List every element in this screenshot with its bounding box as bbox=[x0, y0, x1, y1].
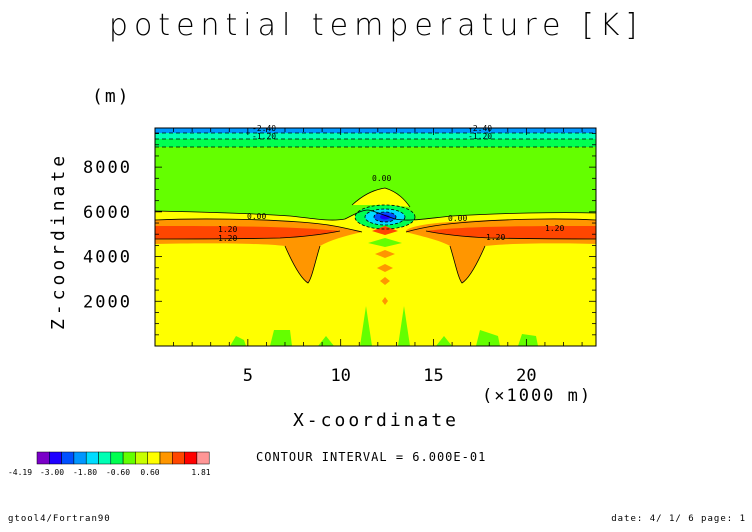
field-top-cyan bbox=[155, 128, 596, 133]
x-tick-label: 10 bbox=[330, 366, 350, 386]
contour-label-top-left-2: -1.20 bbox=[252, 132, 276, 141]
contour-line-right-trough bbox=[449, 245, 486, 284]
contour-fields bbox=[155, 128, 596, 346]
colorbar-swatch bbox=[122, 451, 136, 465]
colorbar-swatch bbox=[172, 451, 185, 465]
contour-label-zero-center: 0.00 bbox=[372, 174, 391, 183]
contour-line-center-cold-2 bbox=[364, 208, 406, 226]
colorbar-swatch bbox=[110, 451, 124, 465]
colorbar-swatch bbox=[36, 451, 50, 465]
colorbar-swatch bbox=[61, 451, 75, 465]
colorbar-swatch bbox=[159, 451, 173, 465]
field-bottom-spike-4 bbox=[360, 306, 372, 346]
x-tick-label: 15 bbox=[423, 366, 443, 386]
colorbar-label: -1.80 bbox=[73, 468, 97, 477]
field-upper-green bbox=[155, 128, 596, 221]
field-bottom-spike-6 bbox=[436, 336, 452, 346]
y-tick-label: 6000 bbox=[83, 203, 132, 223]
field-diamond-5 bbox=[380, 277, 390, 285]
field-bottom-spike-8 bbox=[518, 334, 538, 346]
contour-label-zero-left: 0.00 bbox=[247, 212, 266, 221]
colorbar-label: -0.60 bbox=[106, 468, 130, 477]
x-tick-label: 5 bbox=[243, 366, 253, 386]
colorbar-label: -4.19 bbox=[8, 468, 32, 477]
contour-lines bbox=[154, 132, 597, 284]
field-red-band bbox=[155, 226, 340, 239]
contour-line-left-trough bbox=[284, 245, 321, 284]
colorbar-swatch bbox=[49, 451, 62, 465]
colorbar-swatch bbox=[98, 451, 112, 465]
axes: 5 10 15 20 2000 4000 6000 8000 bbox=[83, 128, 596, 386]
field-top-teal bbox=[155, 133, 596, 139]
colorbar-swatch bbox=[135, 451, 148, 465]
contour-line-center-cold-3 bbox=[373, 211, 397, 223]
colorbar-swatch bbox=[196, 451, 210, 465]
contour-line-center-cold-1 bbox=[354, 204, 416, 230]
contour-line-zero bbox=[154, 209, 597, 221]
colorbar-swatch bbox=[147, 451, 161, 465]
contour-line-center-bump bbox=[351, 187, 411, 208]
chart-title: potential temperature [K] bbox=[108, 8, 644, 43]
colorbar-label: 0.60 bbox=[140, 468, 159, 477]
x-axis-label: X-coordinate bbox=[292, 410, 460, 431]
field-bottom-spike-5 bbox=[398, 306, 410, 346]
y-tick-label: 8000 bbox=[83, 158, 132, 178]
field-diamond-6 bbox=[382, 297, 388, 305]
field-top-green bbox=[155, 139, 596, 147]
colorbar: -4.19 -3.00 -1.80 -0.60 0.60 1.81 bbox=[8, 451, 211, 477]
field-bottom-spike-1 bbox=[230, 336, 246, 346]
x-axis-unit: (×1000 m) bbox=[482, 386, 593, 406]
contour-label-warm-right-2: 1.20 bbox=[486, 233, 505, 242]
field-diamond-3 bbox=[375, 250, 395, 258]
colorbar-swatch bbox=[73, 451, 87, 465]
field-bottom-spike-7 bbox=[476, 330, 500, 346]
footer-date-page: date: 4/ 1/ 6 page: 1 bbox=[611, 514, 746, 524]
y-tick-label: 2000 bbox=[83, 292, 132, 312]
field-center-cold-center bbox=[380, 214, 390, 220]
y-axis-unit: (m) bbox=[92, 86, 131, 107]
colorbar-label: -3.00 bbox=[40, 468, 64, 477]
field-diamond-1 bbox=[372, 226, 398, 235]
contour-label-warm-right-1: 1.20 bbox=[545, 224, 564, 233]
plot-frame bbox=[154, 127, 597, 347]
colorbar-swatch bbox=[85, 451, 99, 465]
colorbar-label: 1.81 bbox=[191, 468, 210, 477]
contour-line-positive-1 bbox=[154, 218, 597, 233]
contour-interval-text: CONTOUR INTERVAL = 6.000E-01 bbox=[256, 450, 487, 464]
field-bottom-spike-2 bbox=[270, 330, 292, 346]
contour-label-warm-left-2: 1.20 bbox=[218, 234, 237, 243]
contour-label-top-right-2: -1.20 bbox=[468, 132, 492, 141]
colorbar-swatch bbox=[184, 451, 198, 465]
contour-line-positive-2 bbox=[154, 230, 597, 240]
field-red-band-right bbox=[426, 226, 596, 239]
contour-label-zero-right: 0.00 bbox=[448, 214, 467, 223]
x-tick-label: 20 bbox=[516, 366, 536, 386]
footer-program-label: gtool4/Fortran90 bbox=[8, 514, 111, 524]
y-tick-label: 4000 bbox=[83, 248, 132, 268]
field-diamond-4 bbox=[377, 264, 393, 272]
contour-label-warm-left-1: 1.20 bbox=[218, 225, 237, 234]
field-diamond-2 bbox=[368, 238, 402, 247]
